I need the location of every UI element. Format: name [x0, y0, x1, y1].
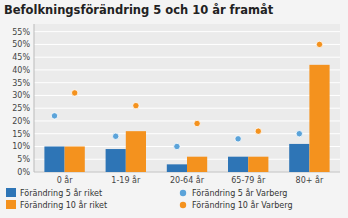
chart: Befolkningsförändring 5 och 10 år framåt… — [0, 0, 348, 218]
y-tick-label: 45% — [12, 53, 30, 62]
dot — [71, 90, 77, 96]
dot — [235, 136, 241, 142]
bar — [289, 144, 309, 172]
grid-line — [34, 120, 340, 121]
legend-swatch — [180, 202, 186, 208]
x-tick-label: 0 år — [57, 175, 74, 185]
y-tick-label: 20% — [12, 117, 30, 126]
title: Befolkningsförändring 5 och 10 år framåt — [4, 3, 274, 17]
bar — [309, 65, 329, 172]
legend: Förändring 5 år riket Förändring 10 år ri… — [6, 188, 292, 210]
bar — [106, 149, 126, 172]
grid-line — [34, 57, 340, 58]
y-tick-label: 5% — [17, 155, 30, 164]
y-tick-label: 15% — [12, 130, 30, 139]
grid-line — [34, 133, 340, 134]
y-tick-label: 55% — [12, 28, 30, 37]
legend-swatch — [180, 190, 186, 196]
legend-label: Förändring 5 år Varberg — [192, 188, 287, 198]
background — [0, 0, 348, 218]
bar — [187, 157, 207, 172]
bar — [126, 131, 146, 172]
x-tick-label: 65-79 år — [231, 175, 266, 185]
plot-area — [34, 24, 340, 172]
dot — [51, 113, 57, 119]
grid-line — [34, 82, 340, 83]
y-tick-label: 30% — [12, 91, 30, 100]
legend-swatch — [6, 200, 16, 209]
legend-label: Förändring 5 år riket — [20, 188, 102, 198]
dot — [255, 128, 261, 134]
dot — [316, 41, 322, 47]
bar — [65, 146, 85, 172]
grid-line — [34, 95, 340, 96]
marks — [44, 41, 329, 172]
y-tick-label: 10% — [12, 142, 30, 151]
grid-line — [34, 69, 340, 70]
legend-label: Förändring 10 år Varberg — [192, 200, 292, 210]
bar — [248, 157, 268, 172]
x-tick-label: 80+ år — [296, 175, 324, 185]
y-tick-label: 40% — [12, 66, 30, 75]
x-tick-label: 1-19 år — [111, 175, 141, 185]
y-tick-label: 25% — [12, 104, 30, 113]
y-tick-label: 0% — [17, 168, 30, 177]
y-tick-label: 35% — [12, 79, 30, 88]
legend-swatch — [6, 188, 16, 197]
y-tick-label: 50% — [12, 40, 30, 49]
dot — [296, 131, 302, 137]
grid — [34, 32, 340, 172]
grid-line — [34, 44, 340, 45]
legend-label: Förändring 10 år riket — [20, 200, 107, 210]
bar — [44, 146, 64, 172]
x-tick-label: 20-64 år — [170, 175, 205, 185]
bar — [228, 157, 248, 172]
dot — [133, 102, 139, 108]
grid-line — [34, 31, 340, 32]
bar — [167, 164, 187, 172]
grid-line — [34, 108, 340, 109]
y-axis-line — [34, 24, 35, 172]
dot — [174, 143, 180, 149]
dot — [113, 133, 119, 139]
dot — [194, 120, 200, 126]
